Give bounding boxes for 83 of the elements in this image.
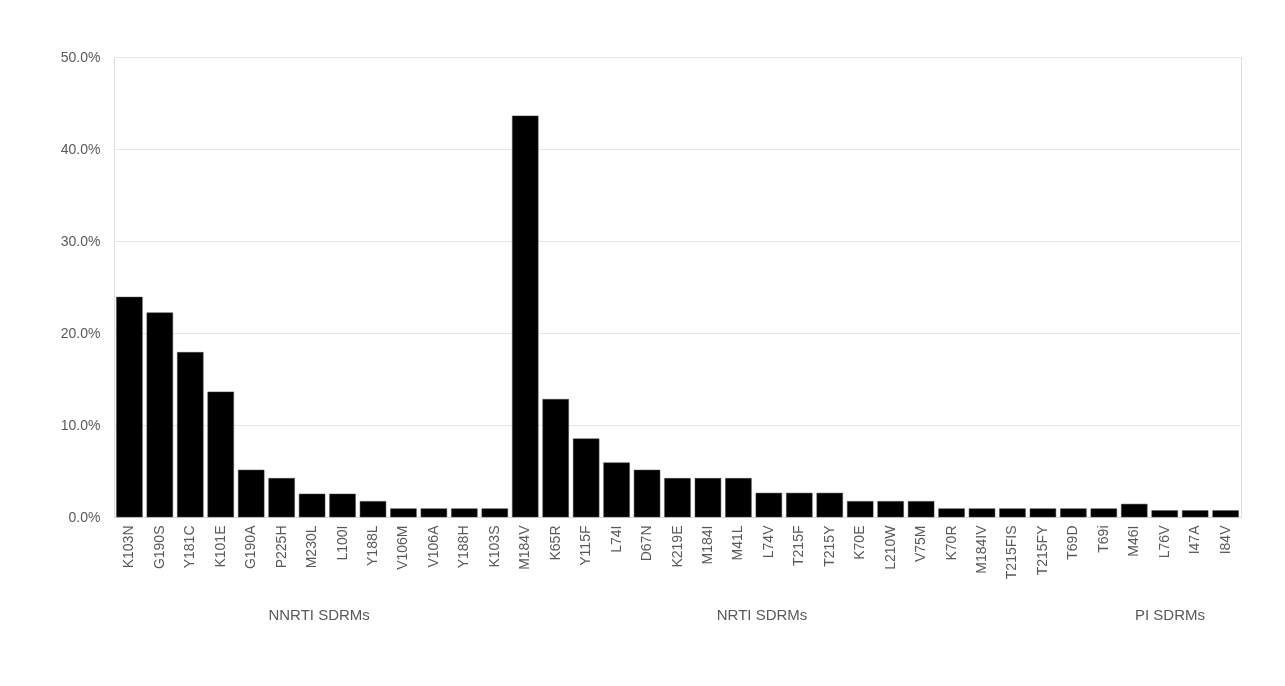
x-tick-label: L74I (607, 525, 624, 553)
x-tick-label: G190A (242, 524, 259, 570)
bar (177, 352, 204, 518)
x-tick-label: M46I (1125, 525, 1142, 557)
bar (755, 492, 783, 518)
x-tick-label: Y188H (455, 525, 472, 569)
x-tick-label: K70R (942, 525, 959, 561)
x-tick-label: T69i (1094, 525, 1111, 553)
x-tick-label: L210W (881, 524, 898, 570)
x-tick-label: K103S (485, 525, 502, 568)
bar (938, 508, 965, 518)
bar (694, 478, 722, 518)
x-tick-label: K219E (668, 525, 685, 568)
x-tick-label: L76V (1155, 524, 1172, 559)
bar (907, 501, 935, 518)
bar (1181, 510, 1209, 518)
bar (816, 492, 843, 518)
x-tick-label: T215Y (820, 524, 837, 567)
bar (633, 469, 661, 518)
x-tick-label: M230L (303, 525, 320, 569)
bar (451, 508, 478, 518)
bar (420, 508, 448, 518)
bar (999, 508, 1026, 518)
x-tick-label: D67N (638, 525, 655, 562)
bar (786, 492, 813, 518)
x-tick-label: Y181C (181, 525, 198, 569)
x-tick-label: T69D (1064, 525, 1081, 560)
y-tick-label: 20.0% (60, 324, 101, 341)
x-tick-label: M41L (729, 525, 746, 561)
bar (207, 391, 234, 518)
bar (572, 438, 600, 518)
x-tick-label: I47A (1186, 524, 1203, 555)
x-tick-label: P225H (272, 525, 289, 569)
x-tick-label: T215FIS (1003, 525, 1020, 580)
bar (329, 493, 356, 518)
bar (725, 478, 752, 518)
bar (664, 478, 691, 518)
x-tick-label: V75M (912, 525, 929, 563)
x-tick-label: K103N (120, 525, 137, 569)
text: PI SDRMs (1134, 606, 1206, 623)
x-tick-label: M184V (516, 524, 533, 570)
bar (390, 508, 417, 518)
bar (1212, 510, 1239, 518)
bar (542, 398, 569, 518)
bar (968, 508, 996, 518)
x-tick-label: G190S (150, 525, 167, 570)
bar (1151, 510, 1178, 518)
x-tick-label: K101E (211, 525, 228, 568)
x-tick-label: K70E (851, 525, 868, 560)
y-tick-label: 30.0% (60, 232, 101, 249)
bar (877, 501, 904, 518)
x-tick-label: I84V (1216, 524, 1233, 555)
bar (481, 508, 508, 518)
x-tick-label: T215FY (1033, 524, 1050, 576)
bar (146, 312, 174, 518)
bar (116, 296, 143, 518)
bar (603, 462, 630, 518)
x-tick-label: K65R (546, 525, 563, 561)
x-tick-label: L100I (333, 525, 350, 561)
x-tick-label: M184I (698, 525, 715, 565)
y-tick-label: 40.0% (60, 140, 101, 157)
bar (1090, 508, 1118, 518)
text: NNRTI SDRMs (268, 606, 370, 623)
bar (1121, 503, 1148, 518)
bar (237, 469, 265, 518)
x-tick-label: L74V (759, 524, 776, 559)
x-tick-label: V106M (394, 525, 411, 570)
bar (512, 115, 539, 518)
bar (1060, 508, 1087, 518)
bar (268, 478, 295, 518)
bar (298, 493, 326, 518)
y-tick-label: 0.0% (68, 508, 101, 525)
bar (847, 501, 874, 518)
y-tick-label: 10.0% (60, 416, 101, 433)
x-tick-label: Y115F (577, 525, 594, 566)
bar (359, 501, 387, 518)
x-tick-label: M184IV (973, 524, 990, 574)
y-tick-label: 50.0% (60, 48, 101, 65)
text: NRTI SDRMs (716, 606, 808, 623)
x-tick-label: Y188L (363, 525, 380, 566)
bar (1029, 508, 1057, 518)
x-tick-label: T215F (790, 525, 807, 566)
x-tick-label: V106A (424, 524, 441, 568)
